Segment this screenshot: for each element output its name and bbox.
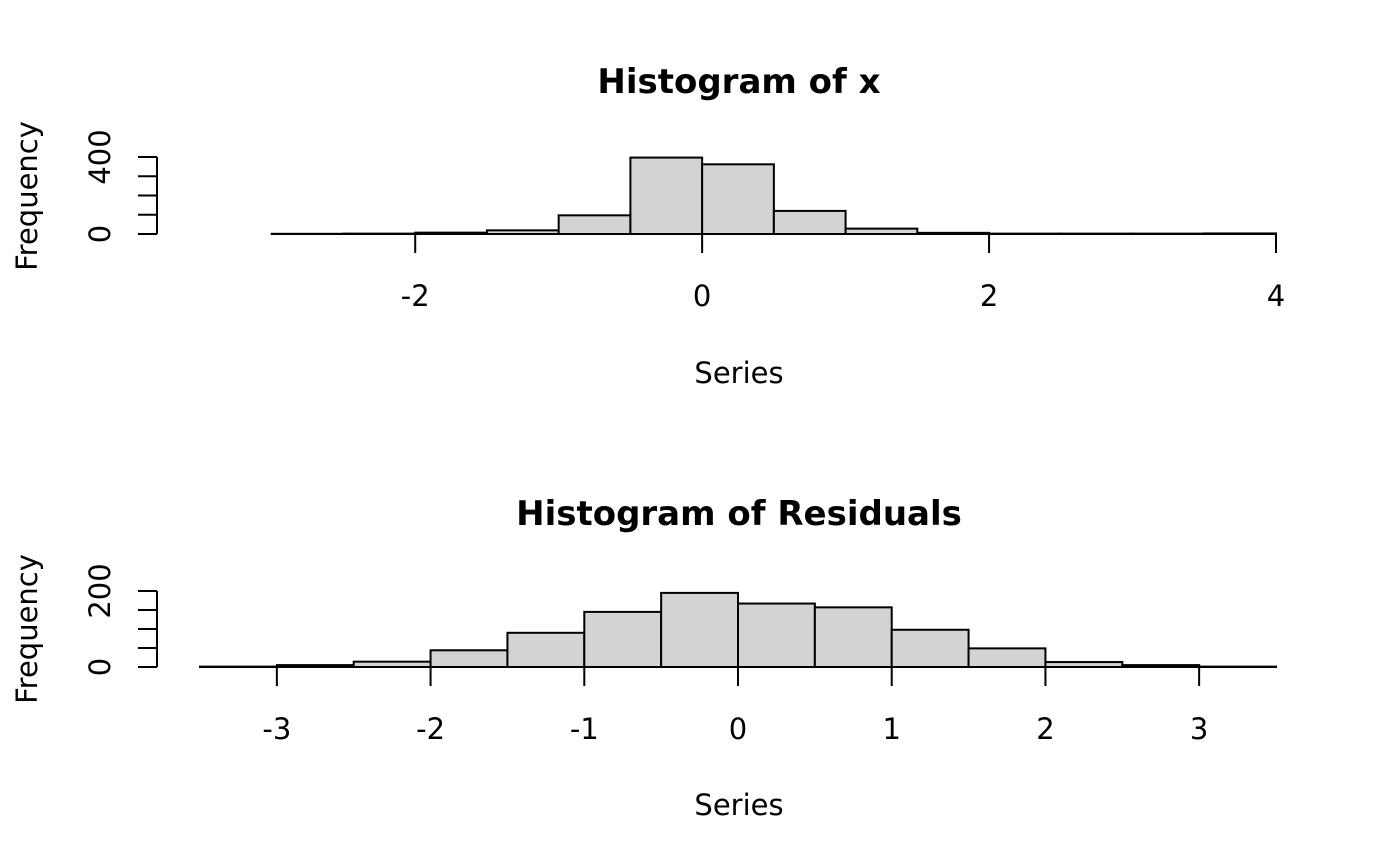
x-tick-label: 1 xyxy=(882,712,900,746)
histogram-x-panel: Histogram of x Series Frequency -2 0 2 4 0 4… xyxy=(10,62,1285,390)
histogram-bar xyxy=(660,591,740,669)
histogram-bar xyxy=(737,602,816,668)
histogram-bar xyxy=(629,156,704,235)
chart-title: Histogram of Residuals xyxy=(516,494,962,534)
histogram-bar xyxy=(967,647,1047,669)
x-axis: -3 -2 -1 0 1 2 3 xyxy=(262,666,1208,746)
histogram-bar xyxy=(772,209,847,235)
histogram-bar xyxy=(506,631,586,668)
x-axis: -2 0 2 4 xyxy=(401,233,1285,313)
x-tick-label: 2 xyxy=(980,279,998,313)
y-tick-label: 400 xyxy=(83,129,117,184)
y-tick-label: 0 xyxy=(83,658,117,676)
x-tick-label: -1 xyxy=(570,712,599,746)
x-tick-label: 0 xyxy=(693,279,711,313)
histogram-bar xyxy=(583,610,663,669)
y-axis-label: Frequency xyxy=(10,554,44,704)
x-tick-label: -2 xyxy=(416,712,445,746)
y-axis: 0 400 xyxy=(83,129,158,243)
bars xyxy=(270,156,1278,236)
y-tick-label: 200 xyxy=(83,563,117,618)
chart-title: Histogram of x xyxy=(597,62,880,102)
x-tick-label: 2 xyxy=(1036,712,1054,746)
x-axis-label: Series xyxy=(694,788,783,822)
x-tick-label: -2 xyxy=(401,279,430,313)
histogram-bar xyxy=(701,163,775,235)
x-tick-label: 0 xyxy=(729,712,747,746)
bars xyxy=(199,591,1277,669)
y-axis: 0 200 xyxy=(83,563,158,676)
histogram-bar xyxy=(557,214,632,235)
histogram-bar xyxy=(813,606,893,669)
histogram-bar xyxy=(890,628,970,669)
histogram-residuals-panel: Histogram of Residuals Series Frequency … xyxy=(10,494,1277,822)
x-axis-label: Series xyxy=(694,356,783,390)
histogram-bar xyxy=(429,649,509,669)
x-tick-label: -3 xyxy=(262,712,291,746)
x-tick-label: 3 xyxy=(1190,712,1208,746)
x-tick-label: 4 xyxy=(1267,279,1285,313)
y-tick-label: 0 xyxy=(83,225,117,243)
y-axis-label: Frequency xyxy=(10,121,44,271)
